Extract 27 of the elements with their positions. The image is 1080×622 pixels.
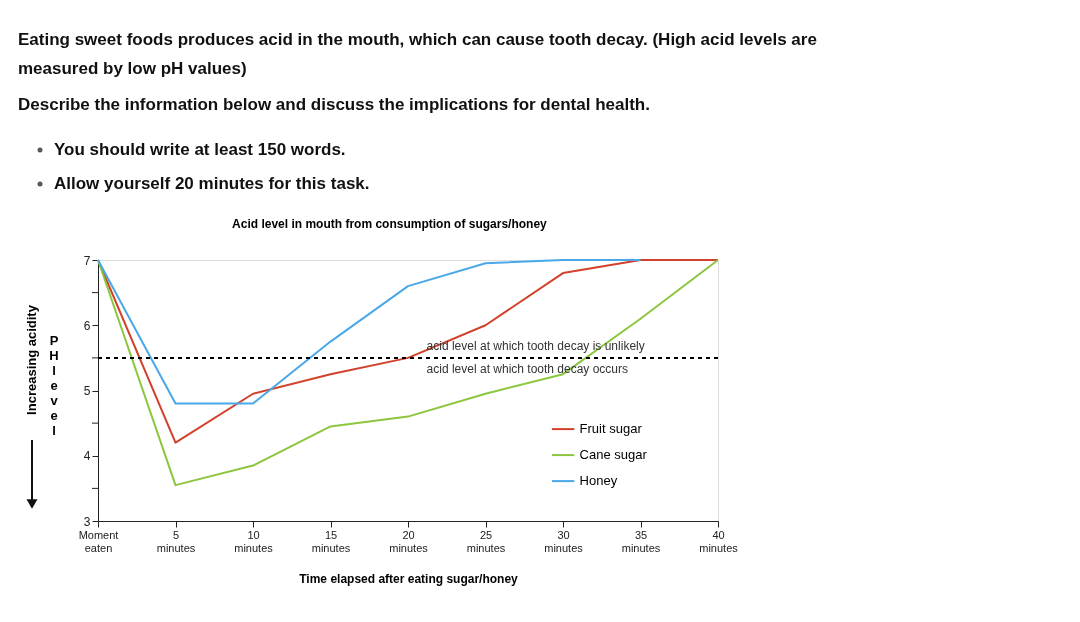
y-tick-label: 3 [83, 514, 91, 529]
line-series [97, 259, 719, 487]
x-tick-label: 35 minutes [621, 528, 661, 554]
chart-title: Acid level in mouth from consumption of sugars/honey [232, 217, 548, 231]
y-axis-title: PH level [49, 333, 59, 438]
x-tick-label: Moment eaten [78, 528, 119, 554]
legend-label: Honey [579, 473, 618, 489]
text: measured by low pH values) [18, 59, 247, 78]
y-tick-label: 7 [83, 253, 91, 268]
x-tick-label: 20 minutes [389, 528, 429, 554]
y-tick-label: 4 [83, 449, 91, 464]
x-tick-label: 10 minutes [234, 528, 274, 554]
text: Allow yourself 20 minutes for this task. [54, 174, 370, 193]
text: Eating sweet foods produces acid in the mouth, which can cause tooth decay. (High acid levels are [18, 30, 817, 49]
x-tick-label: 5 minutes [156, 528, 196, 554]
x-tick-label: 15 minutes [311, 528, 351, 554]
x-tick-label: 30 minutes [544, 528, 584, 554]
y-tick-label: 6 [83, 318, 91, 333]
x-tick-label: 40 minutes [699, 528, 739, 554]
legend-label: Fruit sugar [579, 421, 643, 437]
text: Increasing acidity [24, 304, 39, 415]
x-axis-title: Time elapsed after eating sugar/honey [299, 571, 519, 586]
legend-label: Cane sugar [579, 447, 648, 463]
x-tick-label: 25 minutes [466, 528, 506, 554]
y-tick-label: 5 [83, 384, 91, 398]
text: You should write at least 150 words. [54, 140, 346, 159]
text: Describe the information below and discuss the implications for dental health. [18, 95, 650, 114]
